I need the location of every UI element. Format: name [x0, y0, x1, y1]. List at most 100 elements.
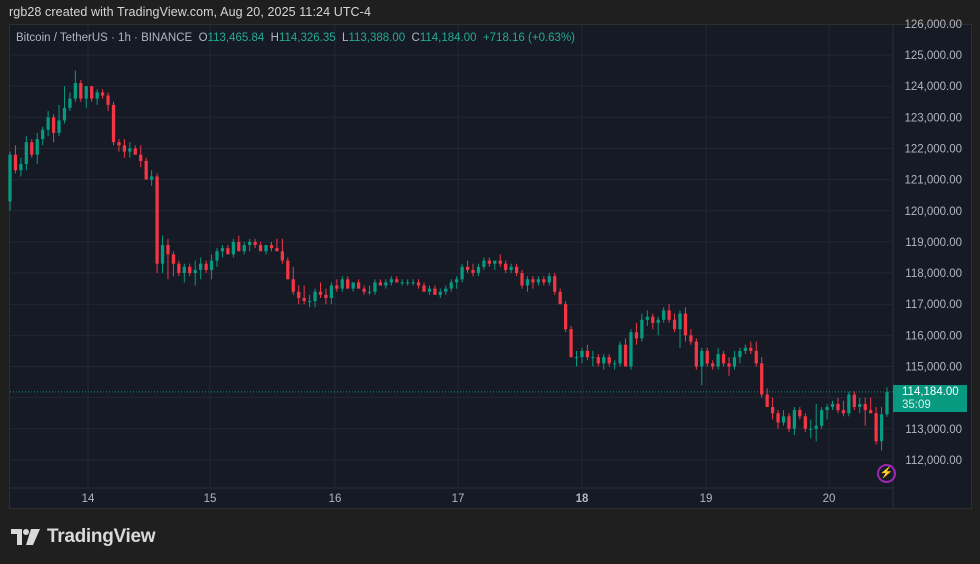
candle-body — [504, 263, 508, 270]
price-axis-label: 121,000.00 — [904, 175, 962, 187]
symbol-name[interactable]: Bitcoin / TetherUS · 1h · BINANCE — [16, 32, 193, 44]
candle-body — [498, 260, 502, 264]
candle-body — [378, 282, 383, 286]
candle-body — [711, 363, 715, 367]
price-axis-label: 123,000.00 — [904, 112, 962, 124]
candle-body — [743, 347, 748, 351]
high-value: 114,326.35 — [278, 32, 336, 44]
candle-body — [634, 332, 639, 339]
candle-body — [618, 344, 622, 364]
candle-body — [727, 363, 731, 367]
candle-body — [716, 354, 720, 367]
candle-body — [553, 276, 557, 292]
chart-frame[interactable] — [9, 24, 972, 509]
time-axis-label: 19 — [700, 493, 713, 505]
candle-body — [422, 285, 426, 292]
candle-body — [149, 176, 154, 180]
candle-body — [455, 279, 459, 283]
candle-body — [286, 260, 290, 280]
candle-body — [721, 354, 726, 364]
candle-body — [863, 403, 867, 411]
candle-body — [525, 279, 530, 286]
candle-body — [683, 313, 688, 336]
candle-body — [465, 266, 470, 270]
candle-body — [73, 83, 78, 99]
candle-body — [645, 316, 649, 320]
candle-body — [335, 285, 339, 289]
candle-body — [830, 403, 835, 407]
candle-body — [122, 145, 127, 152]
candle-body — [128, 148, 132, 152]
candle-body — [411, 282, 415, 284]
candle-body — [591, 357, 595, 359]
candle-body — [482, 260, 486, 267]
price-axis-label: 118,000.00 — [905, 268, 962, 280]
tv-logo-icon — [11, 529, 40, 545]
candle-body — [373, 282, 377, 292]
time-axis-label: 20 — [823, 493, 836, 505]
last-price: 114,184.00 — [902, 386, 959, 398]
close-label: C — [411, 32, 420, 44]
candle-body — [460, 266, 464, 280]
candle-body — [30, 142, 34, 155]
candle-body — [689, 335, 693, 342]
candle-body — [416, 282, 421, 286]
candle-body — [117, 142, 121, 146]
candle-body — [476, 266, 481, 274]
candle-body — [182, 266, 186, 274]
candle-body — [781, 416, 786, 423]
candle-body — [13, 154, 18, 171]
candle-body — [199, 263, 203, 270]
candle-body — [825, 406, 829, 411]
candle-body — [204, 263, 208, 270]
candle-body — [776, 413, 780, 423]
candle-body — [547, 276, 551, 283]
high-label: H — [270, 32, 279, 44]
time-axis-label: 16 — [329, 493, 342, 505]
candle-body — [346, 279, 350, 289]
candle-body — [68, 98, 72, 108]
candle-body — [258, 245, 263, 252]
lightning-icon[interactable]: ⚡ — [877, 464, 896, 483]
candle-body — [24, 142, 28, 165]
candle-body — [280, 251, 284, 261]
candle-body — [100, 92, 105, 96]
bar-countdown: 35:09 — [902, 399, 931, 411]
candle-body — [678, 313, 682, 330]
candle-body — [384, 282, 388, 286]
price-axis-label: 113,000.00 — [905, 424, 962, 436]
candle-body — [177, 263, 181, 274]
candle-body — [62, 107, 67, 121]
candle-body — [656, 319, 660, 323]
candle-body — [340, 279, 344, 289]
candle-body — [79, 83, 83, 99]
price-axis-label: 126,000.00 — [904, 19, 962, 31]
last-price-tag: 114,184.00 35:09 — [893, 385, 967, 412]
candle-body — [188, 266, 192, 274]
candle-body — [313, 291, 317, 302]
candle-body — [798, 410, 802, 417]
candle-body — [209, 260, 214, 270]
candle-body — [814, 425, 818, 429]
candle-body — [351, 282, 355, 289]
candle-body — [819, 410, 824, 426]
candle-body — [111, 104, 116, 143]
candle-body — [133, 148, 137, 155]
candle-body — [8, 154, 12, 202]
candle-body — [574, 357, 579, 359]
candle-body — [269, 245, 274, 249]
candle-body — [46, 117, 50, 130]
candle-body — [166, 245, 170, 255]
candle-body — [667, 310, 671, 320]
candle-body — [35, 139, 39, 155]
candle-body — [770, 406, 775, 414]
candle-body — [406, 282, 410, 284]
candle-body — [514, 266, 519, 274]
candle-body — [438, 291, 442, 295]
candle-body — [803, 416, 807, 429]
low-value: 113,388.00 — [348, 32, 406, 44]
candle-body — [852, 394, 856, 407]
candle-body — [542, 279, 546, 283]
candle-body — [220, 248, 225, 252]
